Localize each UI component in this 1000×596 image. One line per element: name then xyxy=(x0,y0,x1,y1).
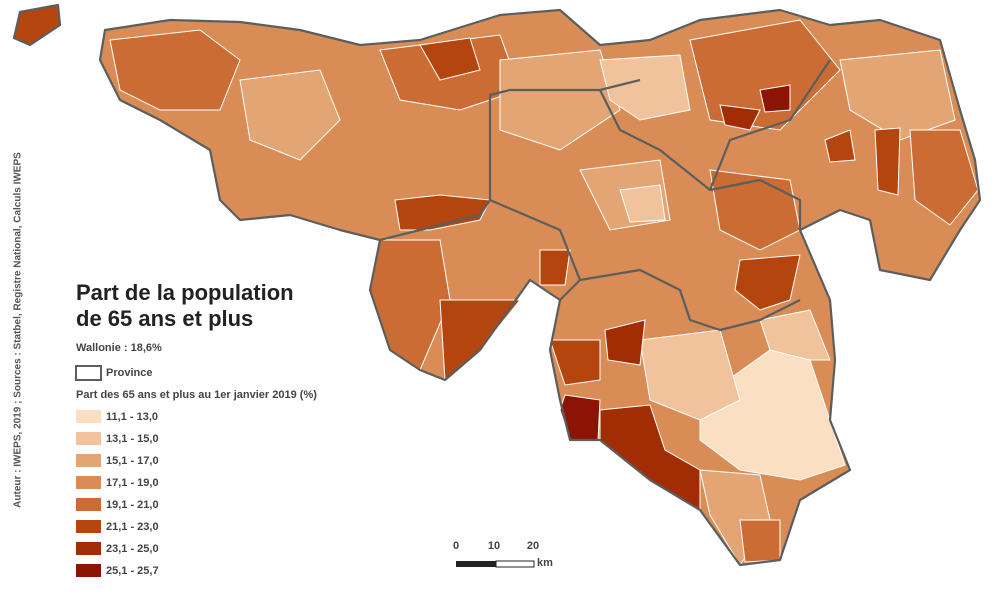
legend-label: 21,1 - 23,0 xyxy=(106,521,159,533)
region xyxy=(759,84,791,113)
region xyxy=(709,169,801,251)
legend-label: 17,1 - 19,0 xyxy=(106,477,159,489)
region xyxy=(824,129,856,163)
legend-swatch xyxy=(76,542,101,555)
region xyxy=(539,249,571,286)
region xyxy=(739,519,781,563)
region xyxy=(734,254,801,311)
region xyxy=(109,29,241,111)
region xyxy=(559,394,601,441)
scale-bar: 0 10 20 km xyxy=(453,540,553,569)
legend-swatch xyxy=(76,564,101,577)
legend: 11,1 - 13,0 13,1 - 15,0 15,1 - 17,0 17,1 - … xyxy=(76,410,159,577)
legend-swatch xyxy=(76,454,101,467)
scale-tick: 20 xyxy=(527,540,539,552)
legend-label: 23,1 - 25,0 xyxy=(106,543,159,555)
region xyxy=(719,104,761,131)
region xyxy=(239,69,341,161)
source: Auteur : IWEPS, 2019 ; Sources : Statbel… xyxy=(13,152,24,508)
legend-swatch xyxy=(76,520,101,533)
region xyxy=(549,339,601,386)
scale-tick: 0 xyxy=(453,540,459,552)
region xyxy=(759,309,831,361)
legend-swatch xyxy=(76,476,101,489)
province-border xyxy=(12,3,982,567)
legend-label: 25,1 - 25,7 xyxy=(106,565,159,577)
province-swatch xyxy=(75,365,102,381)
scale-segment xyxy=(495,560,535,568)
scale-unit: km xyxy=(537,557,553,569)
title: de 65 ans et plus xyxy=(76,306,253,331)
title: Part de la population xyxy=(76,280,294,305)
legend-label: 19,1 - 21,0 xyxy=(106,499,159,511)
region xyxy=(419,37,481,81)
province-border xyxy=(379,59,831,332)
region xyxy=(639,329,741,421)
region xyxy=(619,184,666,223)
legend-label: 13,1 - 15,0 xyxy=(106,433,159,445)
legend-swatch xyxy=(76,432,101,445)
region xyxy=(909,129,979,226)
region xyxy=(874,127,901,196)
legend-swatch xyxy=(76,498,101,511)
legend-swatch xyxy=(76,410,101,423)
legend-label: 11,1 - 13,0 xyxy=(106,411,158,423)
scale-tick: 10 xyxy=(488,540,500,552)
region xyxy=(499,49,621,151)
subtitle: Wallonie : 18,6% xyxy=(76,342,162,354)
region xyxy=(599,54,691,121)
region xyxy=(394,194,491,231)
legend-province: Province xyxy=(106,367,152,379)
legend-title: Part des 65 ans et plus au 1er janvier 2… xyxy=(76,389,317,401)
region xyxy=(699,349,846,481)
region xyxy=(604,319,646,366)
map xyxy=(12,3,982,567)
scale-segment xyxy=(456,561,496,567)
legend-label: 15,1 - 17,0 xyxy=(106,455,159,467)
